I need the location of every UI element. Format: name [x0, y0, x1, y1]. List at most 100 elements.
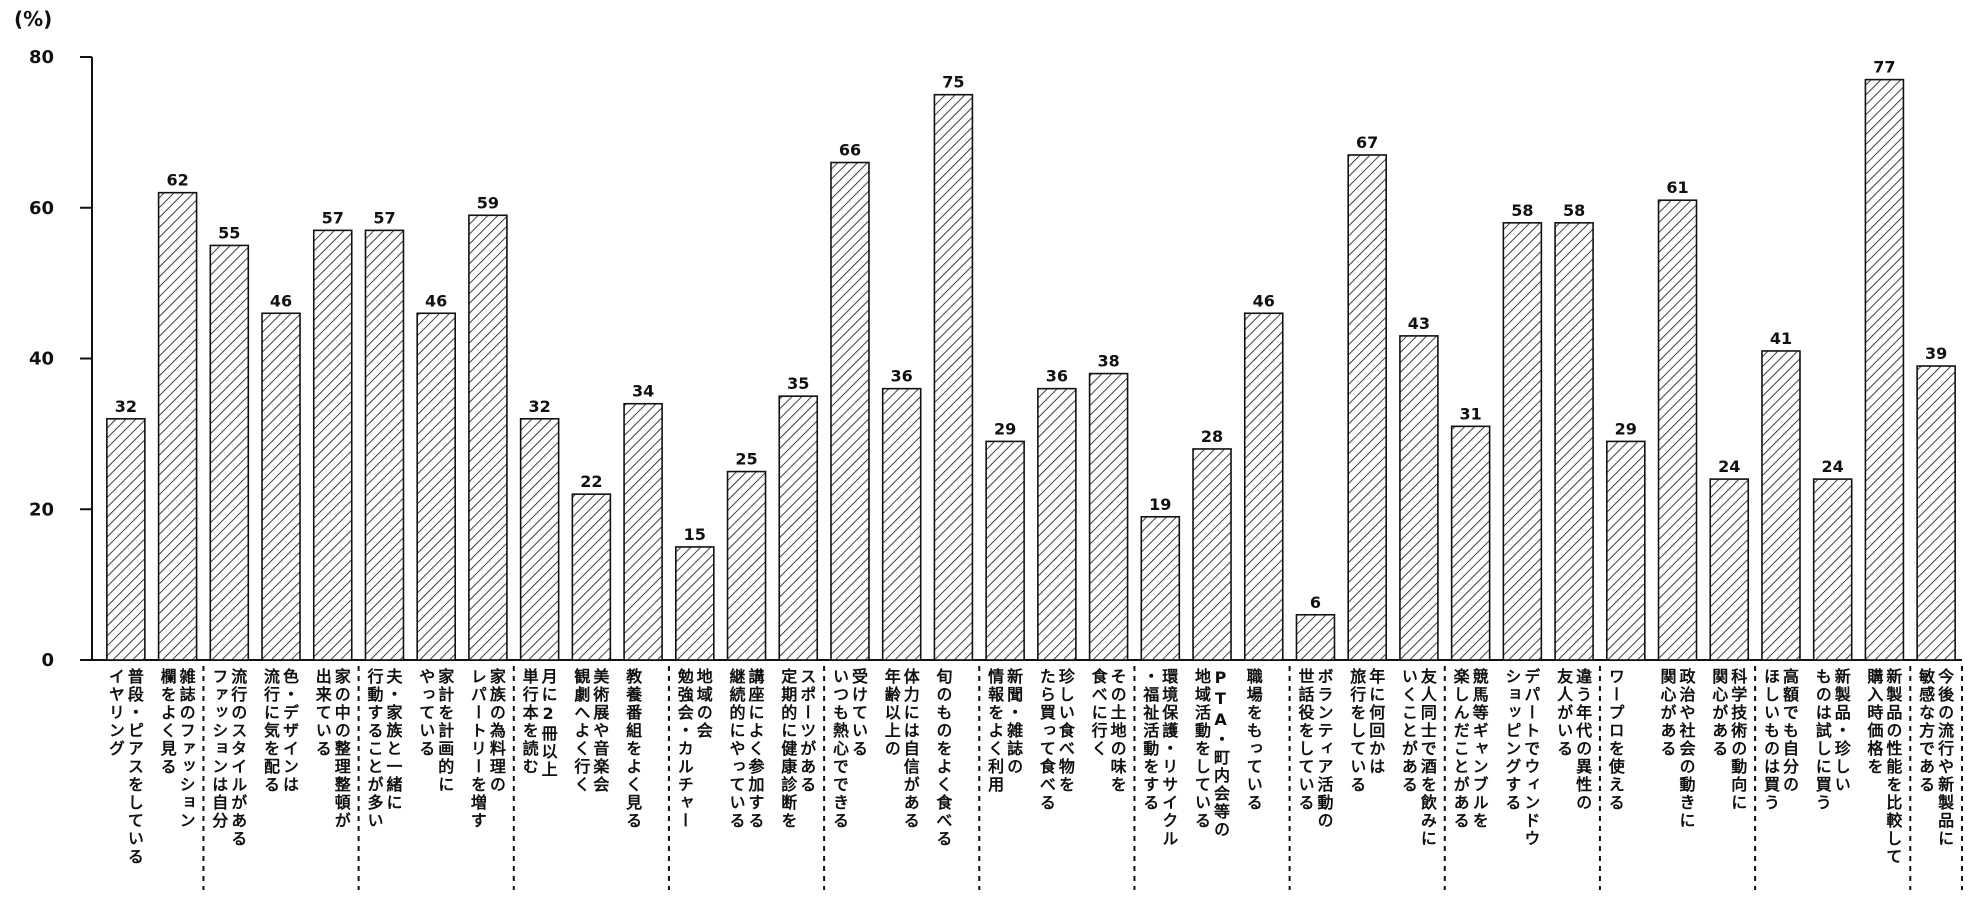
data-label: 57 [373, 208, 395, 227]
category-label: ワープロを使える [1605, 668, 1625, 812]
data-label: 46 [270, 291, 292, 310]
bar [1864, 78, 1905, 661]
bar [1399, 335, 1439, 661]
bar [1916, 365, 1956, 661]
bar [1347, 154, 1387, 661]
category-label: 環境保護・リサイクル ・福祉活動をする [1140, 668, 1179, 848]
category-label: 職場をもっている [1243, 668, 1263, 812]
category-label: 高額でも自分の ほしいものは買う [1760, 668, 1799, 812]
bar [1088, 372, 1129, 661]
category-label: 体力には自信がある 年齢以上の [881, 668, 920, 830]
category-label: 年に何回かは 旅行をしている [1347, 668, 1386, 794]
data-label: 43 [1408, 314, 1430, 333]
bar [1295, 613, 1336, 661]
bar [519, 417, 560, 661]
data-label: 55 [218, 223, 240, 242]
bar [157, 191, 198, 661]
data-label: 31 [1460, 404, 1482, 423]
category-label: 新製品の性能を比較して 購入時価格を [1864, 668, 1903, 866]
bar [1606, 440, 1646, 661]
category-label: 違う年代の異性の 友人がいる [1554, 668, 1593, 812]
data-label: 58 [1511, 201, 1533, 220]
category-separators [202, 666, 1963, 890]
y-tick-label: 60 [29, 198, 54, 219]
y-tick-label: 80 [29, 47, 54, 68]
bar [1657, 199, 1698, 661]
data-label: 29 [1615, 419, 1637, 438]
data-label: 24 [1718, 457, 1740, 476]
bar [209, 244, 250, 661]
bar [468, 214, 508, 661]
data-label: 22 [580, 472, 602, 491]
category-label: 雑誌のファッション 欄をよく見る [157, 668, 196, 830]
bar [1761, 350, 1801, 661]
data-label: 32 [529, 397, 551, 416]
bar [1192, 448, 1232, 661]
data-label: 62 [166, 171, 188, 190]
category-label: デパートでウィンドウ ショッピングする [1502, 668, 1541, 848]
bar [1037, 387, 1077, 661]
category-label: 新聞・雑誌の 情報をよく利用 [985, 668, 1024, 794]
bar [1502, 222, 1543, 661]
bar [1812, 478, 1853, 661]
bar [933, 93, 974, 661]
data-label: 32 [115, 397, 137, 416]
bar [1554, 222, 1594, 661]
y-tick-label: 20 [29, 499, 54, 520]
bar [416, 312, 456, 661]
data-label: 58 [1563, 201, 1585, 220]
category-label: 家族の為料理の レパートリーを増す [467, 668, 506, 830]
data-label: 39 [1925, 344, 1947, 363]
y-ticks: 0 20 40 60 80 [29, 47, 92, 671]
category-label: 旬のものをよく食べる [933, 668, 953, 848]
data-label: 15 [684, 525, 706, 544]
data-label: 28 [1201, 427, 1223, 446]
y-tick-label: 0 [41, 650, 54, 671]
category-label: 月に2冊以上 単行本を読む [519, 668, 558, 779]
category-label: 政治や社会の動きに 関心がある [1657, 668, 1696, 830]
category-label: スポーツがある 定期的に健康診断を [778, 668, 817, 830]
category-label: 友人同士で酒を飲みに いくことがある [1398, 668, 1437, 848]
data-label: 46 [425, 291, 447, 310]
value-labels: 32 62 55 46 57 57 46 59 32 22 34 15 25 35 66 36 75 29 36 38… [115, 58, 1948, 612]
category-label: 地域の会 勉強会・カルチャー [674, 668, 713, 830]
bar [571, 493, 612, 661]
category-label: 教養番組をよく見る [623, 668, 643, 830]
data-label: 36 [1046, 367, 1068, 386]
category-label: 家計を計画的に やっている [416, 668, 455, 794]
category-label: 美術展や音楽会 観劇へよく行く [571, 668, 610, 794]
category-label: 普段・ピアスをしている イヤリング [105, 668, 144, 866]
category-label: PTA・町内会等の 地域活動をしている [1192, 668, 1231, 839]
data-label: 59 [477, 193, 499, 212]
data-label: 6 [1310, 593, 1321, 612]
data-label: 46 [1253, 291, 1275, 310]
category-label: 夫・家族と一緒に 行動することが多い [364, 668, 403, 830]
category-label: 競馬等ギャンブルを 楽しんだことがある [1450, 668, 1489, 830]
bar [1140, 515, 1181, 661]
category-label: 受けている いつも熱心でできる [829, 668, 868, 830]
category-label: 科学技術の動向に 関心がある [1709, 668, 1748, 812]
data-label: 38 [1097, 352, 1119, 371]
data-label: 67 [1356, 133, 1378, 152]
category-label: 新製品・珍しい ものは試しに買う [1812, 668, 1851, 812]
bar [675, 546, 715, 661]
data-label: 35 [787, 374, 809, 393]
data-label: 34 [632, 382, 654, 401]
bar [881, 387, 922, 661]
bar [1709, 478, 1750, 661]
category-label: 家の中の整理整頓が 出来ている [312, 668, 351, 830]
data-label: 66 [839, 141, 861, 160]
bar [985, 440, 1025, 661]
bar [364, 229, 405, 661]
bar [623, 402, 663, 661]
bar [830, 161, 870, 661]
data-label: 41 [1770, 329, 1792, 348]
data-label: 57 [322, 208, 344, 227]
category-label: ボランティア活動の 世話役をしている [1295, 668, 1334, 830]
data-label: 24 [1822, 457, 1844, 476]
category-label: 今後の流行や新製品に 敏感な方である [1916, 668, 1955, 848]
category-label: 講座によく参加する 継続的にやっている [726, 668, 765, 830]
data-label: 25 [735, 450, 757, 469]
category-label: その土地の味を 食べに行く [1088, 668, 1127, 794]
